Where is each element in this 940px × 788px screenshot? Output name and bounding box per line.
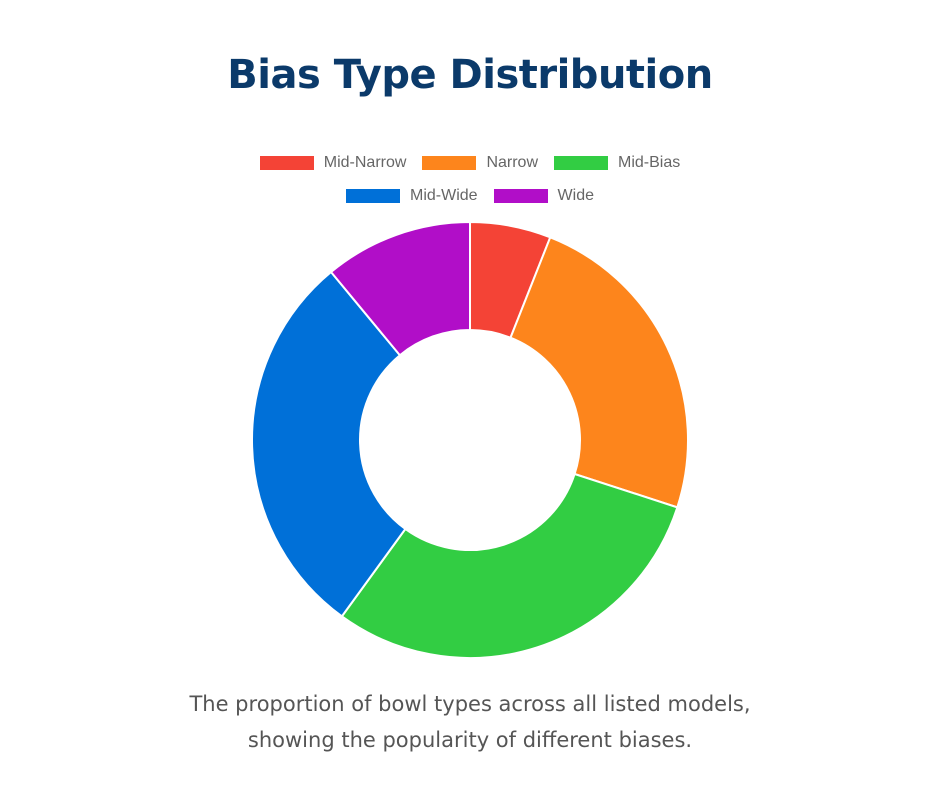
legend-item-mid-wide[interactable]: Mid-Wide bbox=[345, 187, 478, 205]
legend-swatch bbox=[554, 156, 608, 170]
legend-item-mid-bias[interactable]: Mid-Bias bbox=[554, 154, 680, 172]
legend-row: Mid-Wide Wide bbox=[0, 183, 940, 209]
chart-legend: Mid-Narrow Narrow Mid-Bias Mid-Wide Wide bbox=[0, 150, 940, 216]
legend-row: Mid-Narrow Narrow Mid-Bias bbox=[0, 150, 940, 176]
slice-wide[interactable] bbox=[329, 220, 471, 357]
legend-label: Mid-Narrow bbox=[323, 154, 407, 171]
legend-label: Mid-Bias bbox=[618, 154, 681, 171]
slice-mid-bias[interactable] bbox=[340, 472, 679, 659]
legend-swatch bbox=[259, 156, 314, 170]
legend-swatch bbox=[422, 156, 477, 170]
legend-item-narrow[interactable]: Narrow bbox=[422, 154, 538, 172]
legend-item-mid-narrow[interactable]: Mid-Narrow bbox=[259, 154, 407, 172]
legend-item-wide[interactable]: Wide bbox=[493, 187, 594, 205]
slice-narrow[interactable] bbox=[509, 236, 689, 509]
legend-swatch bbox=[493, 189, 548, 203]
donut-chart bbox=[251, 220, 689, 659]
chart-title: Bias Type Distribution bbox=[227, 52, 713, 98]
legend-swatch bbox=[345, 189, 400, 203]
legend-label: Wide bbox=[557, 187, 594, 204]
legend-label: Narrow bbox=[486, 154, 538, 171]
legend-label: Mid-Wide bbox=[409, 187, 478, 204]
slice-mid-wide[interactable] bbox=[251, 270, 407, 618]
chart-caption: The proportion of bowl types across all … bbox=[189, 692, 751, 752]
